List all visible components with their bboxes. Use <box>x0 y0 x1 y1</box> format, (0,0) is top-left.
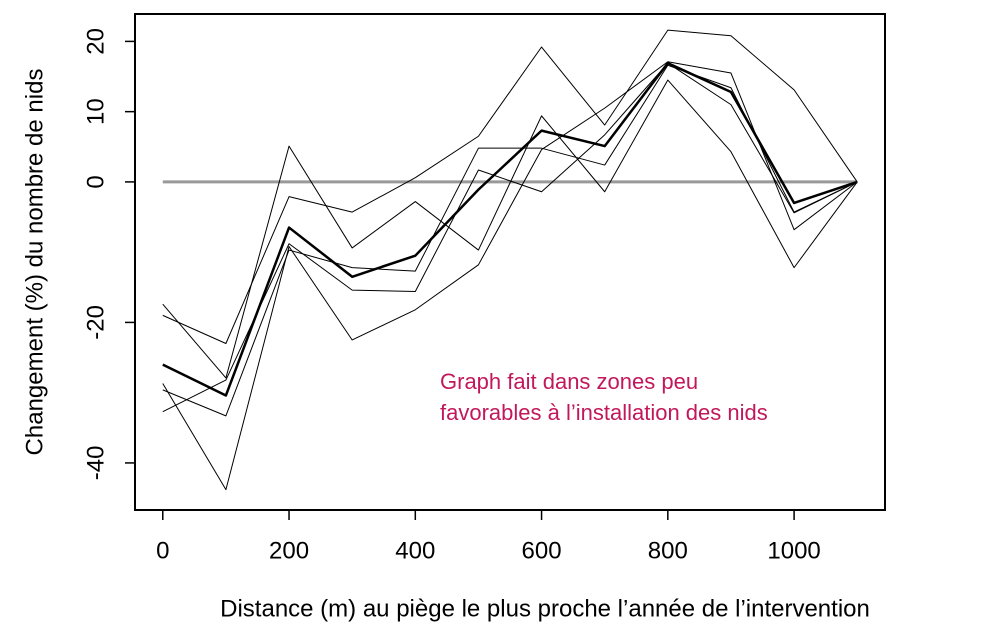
y-tick-label: 0 <box>82 175 109 188</box>
y-tick-label: -20 <box>82 305 109 340</box>
series-line <box>162 64 858 417</box>
x-tick-label: 800 <box>648 537 688 564</box>
x-tick-label: 600 <box>522 537 562 564</box>
series-line <box>162 62 858 413</box>
series-line <box>162 61 858 491</box>
x-tick-label: 0 <box>156 537 169 564</box>
series-line <box>162 79 858 379</box>
x-tick-label: 1000 <box>767 537 820 564</box>
y-tick-label: 10 <box>82 98 109 125</box>
series-line <box>162 29 858 344</box>
y-tick-label: -40 <box>82 446 109 481</box>
plot-frame <box>134 13 886 511</box>
annotation: favorables à l’installation des nids <box>440 400 768 425</box>
x-axis-label: Distance (m) au piège le plus proche l’a… <box>220 595 870 622</box>
series-line <box>162 61 858 397</box>
x-tick-label: 200 <box>269 537 309 564</box>
x-tick-label: 400 <box>395 537 435 564</box>
annotation: Graph fait dans zones peu <box>440 369 698 394</box>
y-axis-label: Changement (%) du nombre de nids <box>21 69 48 456</box>
y-tick-label: 20 <box>82 28 109 55</box>
